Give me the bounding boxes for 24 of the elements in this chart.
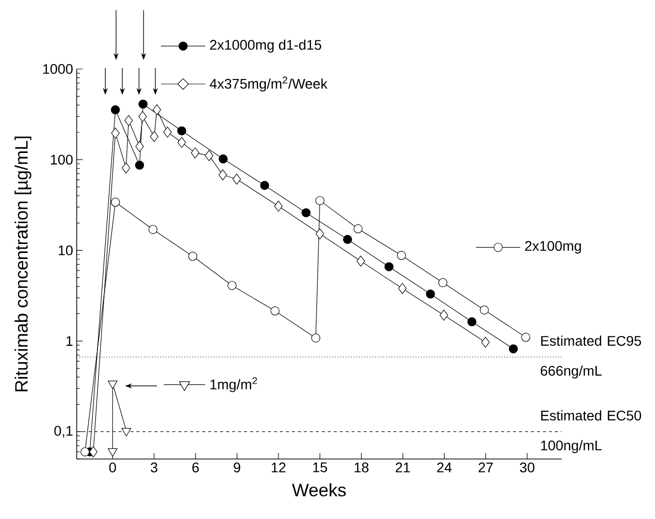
x-tick-label: 15 bbox=[313, 462, 328, 472]
x-tick-label: 0 bbox=[109, 462, 116, 472]
legend-label: 2x100mg bbox=[525, 240, 581, 254]
y-tick-label: 100 bbox=[50, 154, 73, 165]
text: Estimated EC95 666ng/mL bbox=[540, 336, 642, 378]
y-tick-label: 1000 bbox=[43, 64, 73, 74]
x-tick-label: 27 bbox=[478, 462, 493, 472]
y-tick-label: 0,1 bbox=[54, 426, 72, 438]
legend-label: 4x375mg/m$^{2}$/Week bbox=[210, 76, 328, 92]
x-tick-label: 18 bbox=[354, 462, 368, 472]
y-axis-title: Rituximab concentration [µg/mL] bbox=[14, 136, 32, 392]
legend-label: 2x1000mg d1-d15 bbox=[210, 40, 322, 53]
x-tick-label: 9 bbox=[234, 462, 240, 472]
legend-label: 1mg/m$^{2}$ bbox=[210, 377, 257, 392]
x-tick-label: 12 bbox=[272, 462, 286, 472]
x-tick-label: 3 bbox=[150, 462, 158, 472]
x-tick-label: 6 bbox=[192, 462, 199, 472]
x-tick-label: 24 bbox=[437, 462, 452, 472]
x-tick-label: 21 bbox=[396, 462, 410, 472]
x-axis-title: Weeks bbox=[292, 483, 346, 496]
x-tick-label: 30 bbox=[520, 462, 534, 472]
y-tick-label: 10 bbox=[58, 245, 73, 256]
y-tick-label: 1 bbox=[66, 336, 72, 346]
text: Estimated EC50 100ng/mL bbox=[541, 410, 642, 454]
